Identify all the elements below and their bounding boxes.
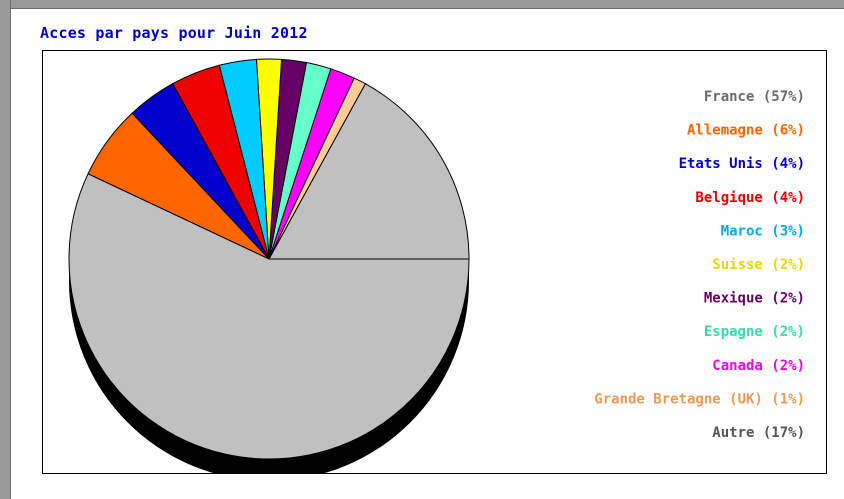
legend-item-autre: Autre (17%) bbox=[712, 425, 805, 441]
page-title: Acces par pays pour Juin 2012 bbox=[40, 24, 308, 42]
legend-item-allemagne: Allemagne (6%) bbox=[687, 123, 805, 139]
window-frame-top bbox=[0, 0, 844, 9]
legend-item-suisse: Suisse (2%) bbox=[712, 257, 805, 273]
window-frame-left bbox=[0, 0, 11, 499]
legend-item-mexique: Mexique (2%) bbox=[704, 291, 805, 307]
legend-item-maroc: Maroc (3%) bbox=[721, 223, 805, 239]
pie-slice-autre bbox=[268, 83, 470, 260]
legend-item-belgique: Belgique (4%) bbox=[695, 190, 805, 206]
chart-container: France (57%) Allemagne (6%) Etats Unis (4%… bbox=[42, 50, 827, 474]
legend-item-canada: Canada (2%) bbox=[712, 358, 805, 374]
legend-item-etats-unis: Etats Unis (4%) bbox=[679, 156, 805, 172]
pie-chart: France (57%) Allemagne (6%) Etats Unis (4%… bbox=[68, 58, 805, 473]
pie-slice-france bbox=[68, 173, 470, 460]
legend-item-espagne: Espagne (2%) bbox=[704, 324, 805, 340]
chart-legend: France (57%) Allemagne (6%) Etats Unis (4%… bbox=[594, 89, 805, 441]
legend-item-france: France (57%) bbox=[704, 89, 805, 105]
pie-slices bbox=[68, 58, 470, 460]
legend-item-grande-bretagne-uk: Grande Bretagne (UK) (1%) bbox=[594, 391, 805, 407]
